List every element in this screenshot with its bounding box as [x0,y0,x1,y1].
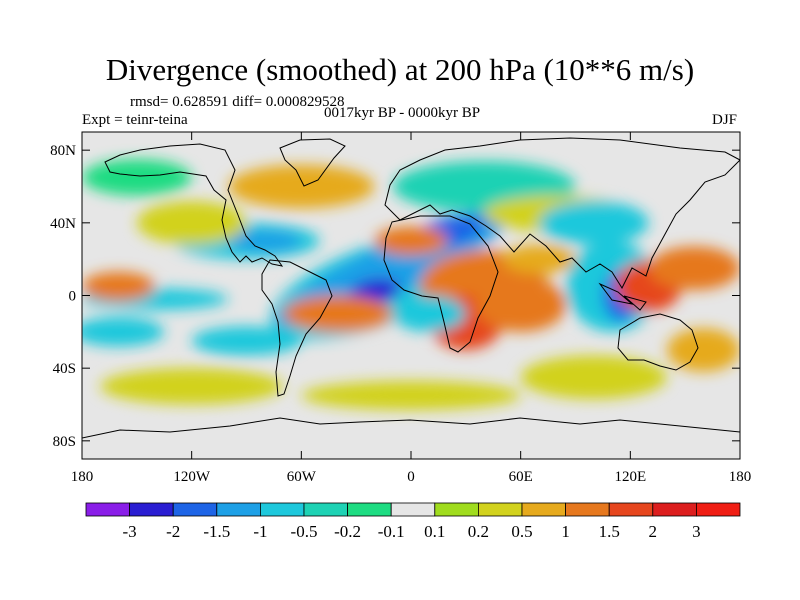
colorbar-label: -1.5 [203,522,230,541]
y-tick-label: 80S [53,434,76,450]
season-text: DJF [712,112,738,128]
field-blob [648,246,740,291]
colorbar-label: -3 [123,522,137,541]
coast-australia [617,313,699,371]
x-tick-label: 180 [729,469,752,485]
field-blob [82,317,165,347]
coast-eurasia [384,137,740,290]
colorbar-swatch [172,502,218,517]
field-blob [301,380,521,410]
x-tick-label: 60E [509,469,533,485]
coast-africa [383,215,499,353]
colorbar-swatch [521,502,566,517]
colorbar-swatch [477,502,523,517]
colorbar-label: 0.2 [468,522,489,541]
colorbar: -3 -2 -1.5 -1 -0.5 -0.2 -0.1 0.1 0.2 0.5 1 1.5 2 3 [85,502,741,541]
field-blob [538,201,649,245]
field-blob [82,271,156,301]
colorbar-swatch [565,502,610,517]
colorbar-label: 2 [649,522,658,541]
colorbar-swatch [696,502,741,517]
colorbar-swatch [303,502,348,517]
colorbar-label: -2 [166,522,180,541]
coast-greenland [279,138,346,187]
colorbar-swatch [129,502,174,517]
y-tick-label: 40S [53,361,76,377]
field-blob [136,201,247,245]
colorbar-label: 0.5 [511,522,532,541]
field-blob [82,159,192,196]
colorbar-swatch [347,502,392,517]
coastlines [82,137,740,439]
colorbar-swatch [652,502,697,517]
x-tick-label: 60W [287,469,317,485]
colorbar-label: 1.5 [599,522,620,541]
field-blob [228,164,375,209]
x-tick-label: 180 [71,469,94,485]
map-field [81,131,741,460]
field-blob [520,355,667,400]
coast-antarctica [82,417,740,439]
field-blob [666,328,740,372]
colorbar-label: 3 [692,522,701,541]
colorbar-label: -0.2 [334,522,361,541]
stats-text: rmsd= 0.628591 diff= 0.000829528 [130,94,345,110]
colorbar-label: -0.5 [291,522,318,541]
field-blob [502,244,576,274]
coast-north-america [104,143,284,267]
y-tick-label: 40N [50,216,76,232]
field-blob [100,368,284,405]
colorbar-swatch [216,502,261,517]
period-text: 0017kyr BP - 0000kyr BP [324,105,481,121]
y-tick-label: 0 [69,289,77,305]
x-tick-label: 120E [614,469,646,485]
colorbar-label: -0.1 [378,522,405,541]
colorbar-label: 0.1 [424,522,445,541]
field-blob [374,226,448,256]
colorbar-swatch [390,502,436,517]
field-blob [474,277,567,332]
x-tick-label: 0 [407,469,415,485]
colorbar-swatch [608,502,654,517]
colorbar-swatch [259,502,305,517]
colorbar-swatch [85,502,130,517]
colorbar-swatch [434,502,479,517]
colorbar-label: -1 [253,522,267,541]
x-tick-label: 120W [173,469,211,485]
axes: 80N 40N 0 40S 80S 180 120W 60W 0 60E 120E 180 [50,132,751,485]
field-blob [283,295,393,332]
field-blob [228,230,302,252]
coast-south-america [261,259,333,397]
field-blob [392,295,466,332]
field-blob [191,326,302,356]
coast-indonesia [598,282,647,311]
y-tick-label: 80N [50,143,76,159]
chart-title: Divergence (smoothed) at 200 hPa (10**6 … [105,52,695,87]
colorbar-label: 1 [561,522,570,541]
experiment-text: Expt = teinr-teina [82,112,188,128]
